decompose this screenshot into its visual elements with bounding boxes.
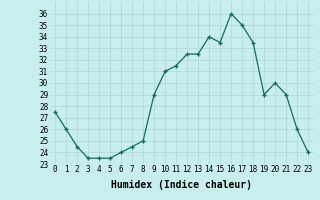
X-axis label: Humidex (Indice chaleur): Humidex (Indice chaleur) [111, 180, 252, 190]
